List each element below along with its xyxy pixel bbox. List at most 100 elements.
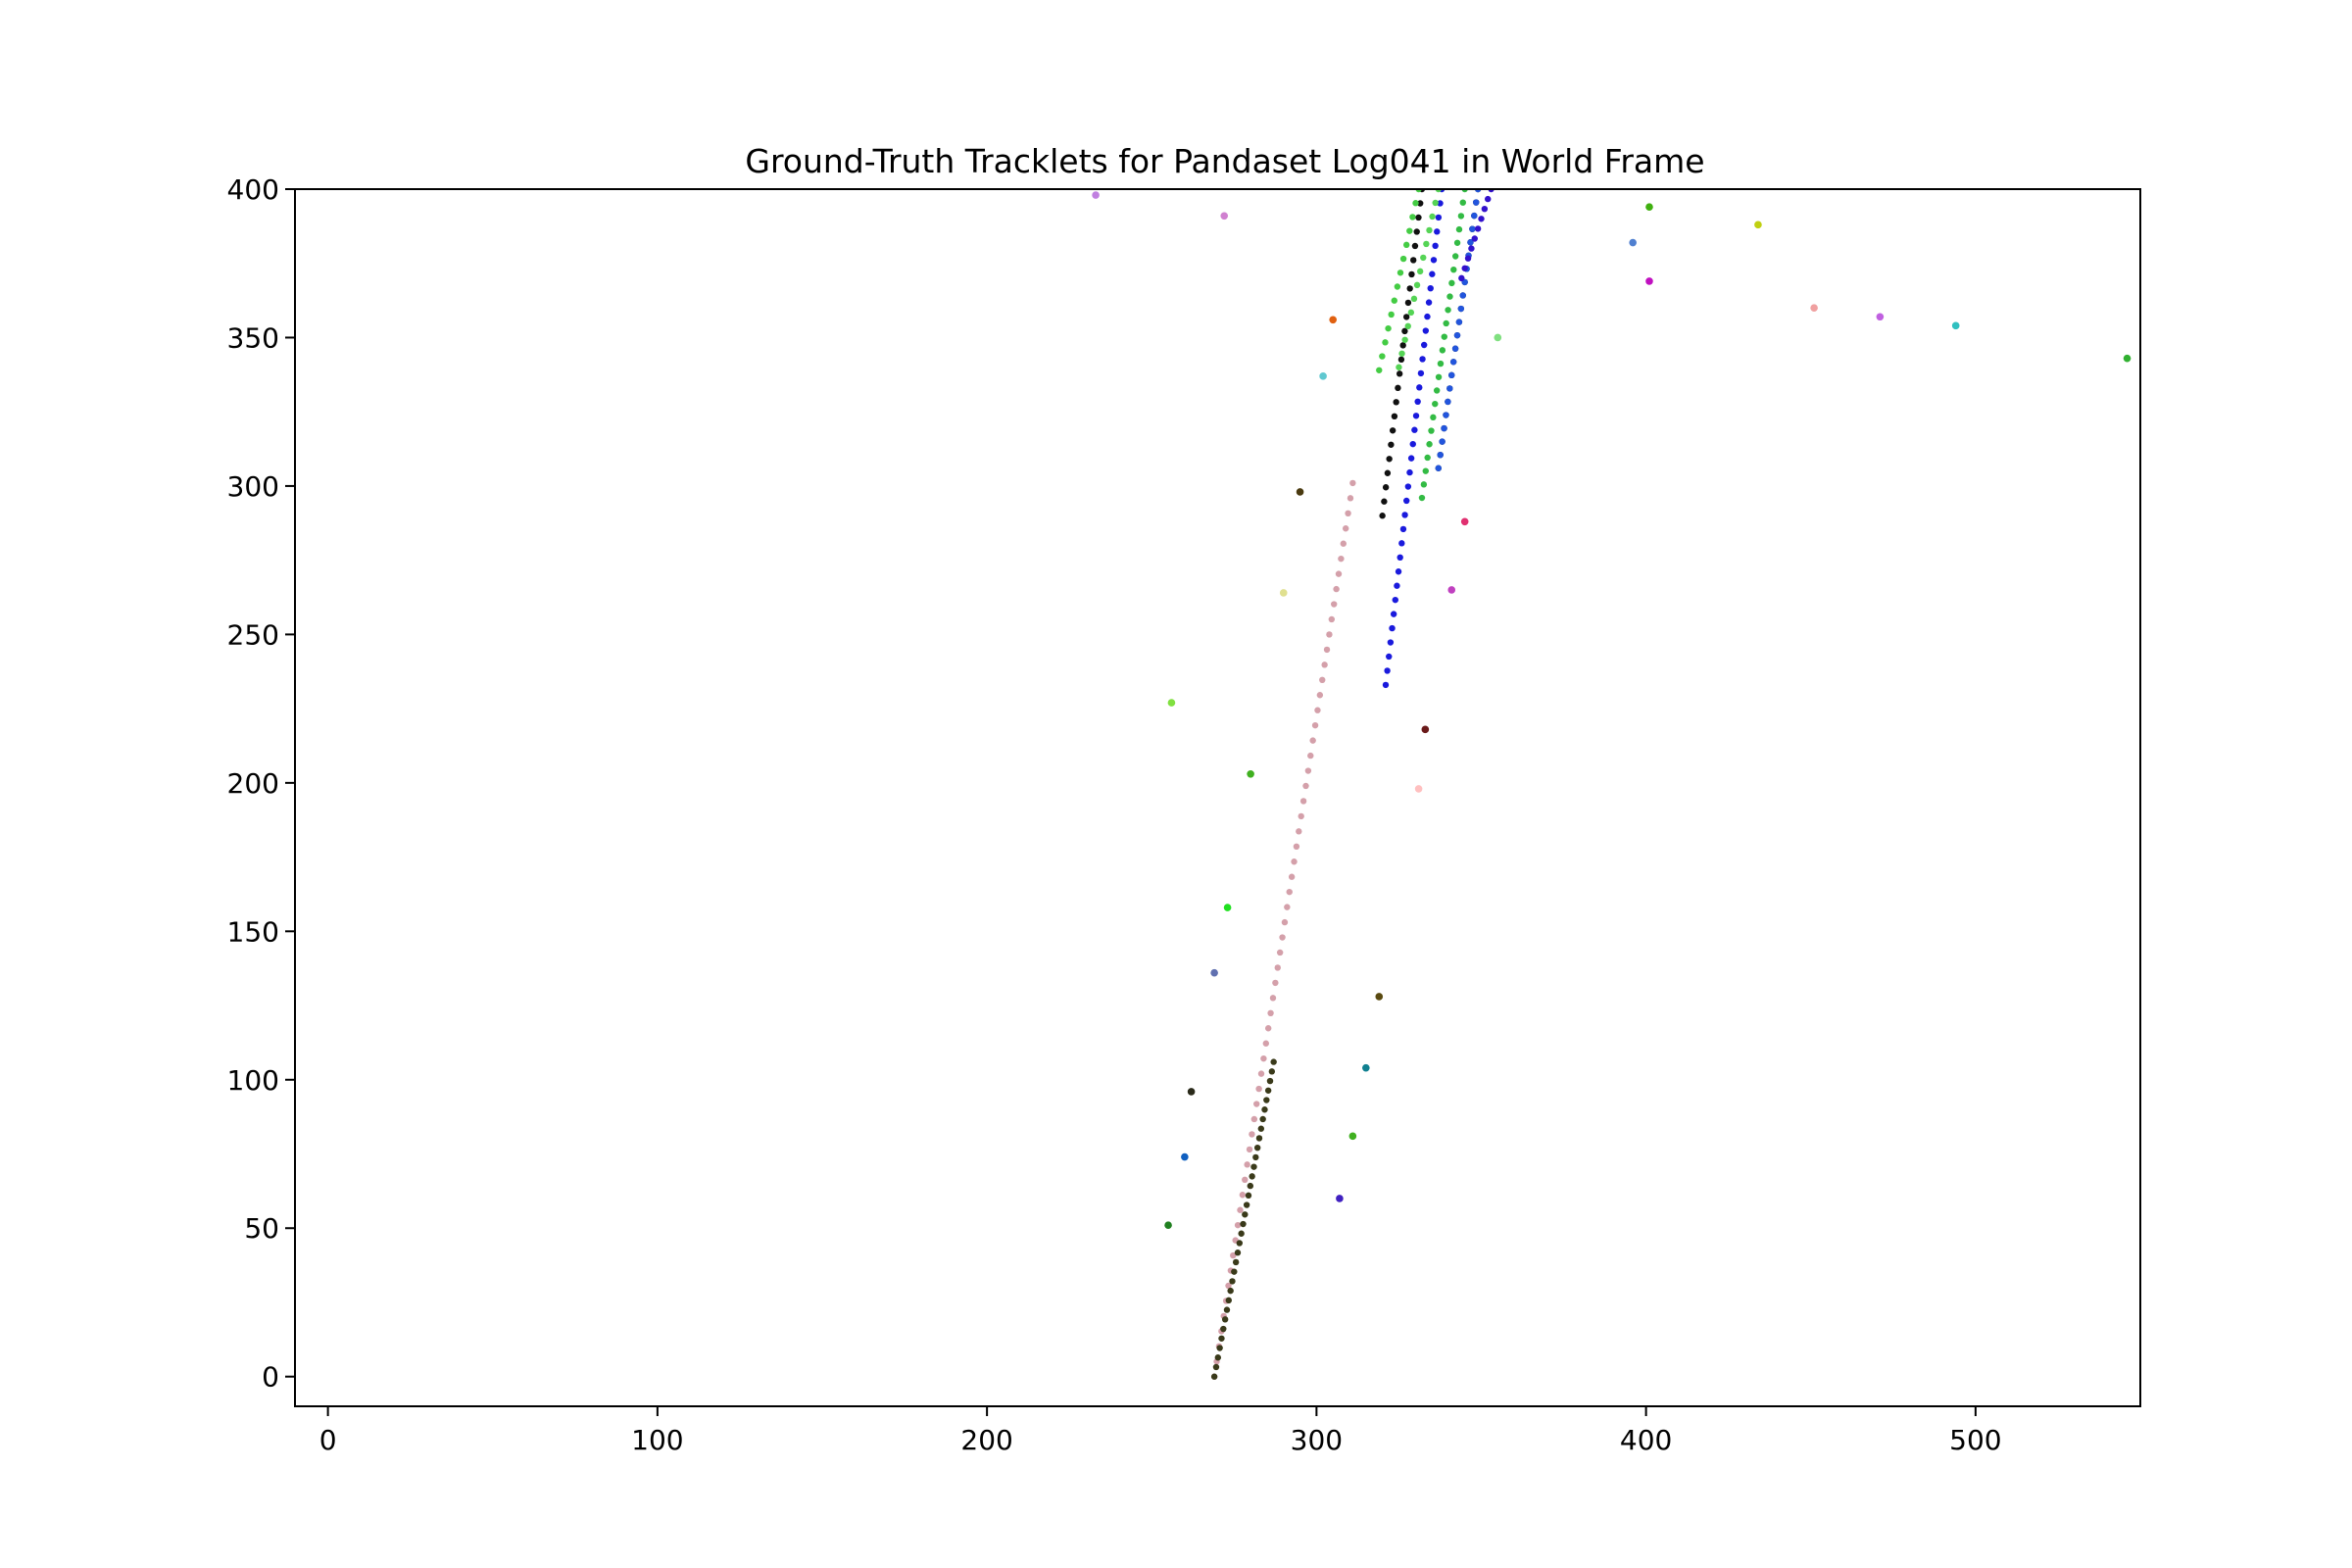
track-point	[1231, 1268, 1238, 1275]
track-point	[1417, 369, 1425, 377]
track-point	[1402, 314, 1410, 320]
track-point	[1451, 253, 1459, 260]
track-point	[1445, 307, 1451, 314]
y-tick-label: 250	[227, 618, 279, 651]
track-point	[1422, 327, 1430, 334]
track-point	[1394, 582, 1400, 589]
track-point	[1410, 257, 1417, 264]
track-point	[1214, 1354, 1222, 1361]
track-point	[1409, 440, 1416, 448]
track-point	[1307, 752, 1314, 760]
object-point	[1187, 1088, 1196, 1096]
track-point	[1393, 399, 1399, 406]
track-point	[1453, 331, 1461, 339]
track-point	[1333, 585, 1340, 593]
track-point	[1439, 347, 1446, 354]
track-point	[1342, 525, 1349, 532]
track-point	[1246, 1146, 1253, 1153]
track-point	[1455, 225, 1463, 233]
track-point	[1418, 494, 1426, 502]
chart-title: Ground-Truth Tracklets for Pandaset Log0…	[745, 142, 1704, 180]
track-point	[1379, 353, 1386, 360]
y-axis: 0 50 100 150 200 250 300 350 400	[227, 173, 295, 1394]
track-point	[1242, 1211, 1249, 1218]
track-point	[1399, 525, 1407, 533]
x-tick-label: 200	[960, 1424, 1012, 1456]
track-point	[1404, 322, 1411, 330]
object-point	[1220, 212, 1229, 220]
track-point	[1412, 200, 1419, 207]
track-point	[1432, 242, 1439, 250]
track-point	[1232, 1258, 1240, 1266]
track-point	[1240, 1220, 1247, 1228]
track-point	[1249, 1173, 1255, 1180]
track-point	[1263, 1097, 1270, 1103]
track-point	[1391, 413, 1398, 420]
object-point	[1951, 321, 1960, 330]
track-point	[1237, 1206, 1244, 1213]
track-point	[1264, 1025, 1272, 1032]
track-point	[1414, 398, 1421, 406]
track-point	[1437, 200, 1444, 207]
object-point	[1223, 904, 1232, 911]
track-point	[1467, 239, 1474, 246]
object-point	[1319, 372, 1327, 380]
track-point	[1406, 227, 1413, 234]
track-point	[1261, 1106, 1268, 1113]
track-point	[1331, 601, 1338, 608]
track-point	[1401, 327, 1408, 335]
track-point	[1419, 356, 1426, 363]
track-point	[1415, 214, 1422, 221]
track-point	[1435, 465, 1442, 471]
track-point	[1411, 426, 1418, 433]
track-point	[1279, 934, 1286, 941]
track-point	[1272, 979, 1279, 987]
y-tick-label: 300	[227, 470, 279, 503]
track-point	[1468, 245, 1475, 252]
track-point	[1428, 427, 1435, 434]
track-point	[1253, 1144, 1261, 1152]
track-point	[1326, 631, 1333, 638]
track-point	[1441, 424, 1447, 432]
track-point	[1403, 497, 1410, 505]
track-point	[1446, 293, 1453, 300]
track-point	[1443, 319, 1449, 327]
object-point	[1210, 968, 1218, 977]
x-tick-label: 500	[1949, 1424, 2001, 1456]
track-point	[1392, 596, 1398, 604]
track-point	[1432, 199, 1439, 207]
object-point	[1092, 191, 1100, 199]
object-point	[1375, 993, 1384, 1001]
track-point	[1227, 1287, 1234, 1295]
track-point	[1234, 1221, 1242, 1229]
track-point	[1406, 468, 1413, 476]
track-point	[1396, 370, 1403, 377]
object-point	[1279, 589, 1288, 597]
track-point	[1270, 1058, 1277, 1065]
track-point	[1434, 228, 1441, 235]
track-point	[1323, 646, 1331, 654]
track-point	[1314, 707, 1321, 713]
track-point	[1450, 266, 1457, 273]
track-point	[1473, 199, 1480, 206]
track-point	[1266, 1077, 1274, 1085]
object-point	[1329, 316, 1337, 324]
track-point	[1230, 1251, 1237, 1259]
track-point	[1382, 339, 1389, 346]
track-point	[1381, 498, 1388, 505]
track-point	[1390, 611, 1397, 617]
track-point	[1459, 199, 1466, 206]
track-point	[1395, 384, 1401, 392]
track-point	[1401, 336, 1408, 343]
track-point	[1396, 270, 1404, 276]
x-tick-label: 100	[631, 1424, 683, 1456]
track-point	[1293, 843, 1300, 851]
track-point	[1407, 309, 1415, 317]
track-point	[1223, 1306, 1231, 1313]
track-point	[1384, 469, 1392, 476]
track-point	[1420, 254, 1427, 262]
track-point	[1388, 441, 1395, 448]
track-point	[1469, 225, 1476, 232]
track-point	[1398, 540, 1405, 547]
track-point	[1309, 737, 1316, 744]
